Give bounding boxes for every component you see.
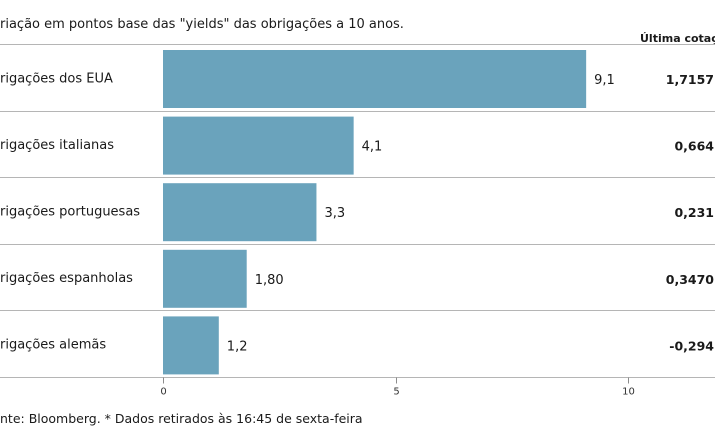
x-tick-label: 10 (622, 387, 635, 398)
last-quote-value: 1,7157 (666, 72, 714, 87)
x-tick-label: 0 (160, 387, 166, 398)
bar (163, 249, 247, 308)
last-quote-value: -0,294 (669, 338, 714, 353)
x-tick-label: 5 (393, 387, 399, 398)
last-quote-value: 0,3470 (666, 272, 715, 287)
last-quote-value: 0,231 (674, 205, 714, 220)
category-label: rigações italianas (0, 138, 114, 153)
category-label: rigações portuguesas (0, 205, 140, 220)
data-label: 1,80 (255, 273, 284, 288)
data-label: 9,1 (594, 73, 615, 88)
data-label: 4,1 (362, 140, 383, 155)
bar (163, 50, 587, 108)
bar (163, 316, 219, 375)
data-label: 3,3 (324, 206, 345, 221)
category-label: rigações alemãs (0, 338, 106, 353)
chart-subtitle: riação em pontos base das "yields" das o… (0, 17, 404, 32)
last-quote-header: Última cotaç (640, 32, 715, 45)
category-label: rigações dos EUA (0, 71, 113, 86)
bar (163, 183, 317, 242)
last-quote-value: 0,664 (674, 139, 714, 154)
source-note: nte: Bloomberg. * Dados retirados às 16:… (0, 411, 363, 426)
bar (163, 116, 354, 175)
data-label: 1,2 (227, 339, 248, 354)
category-label: rigações espanholas (0, 271, 133, 286)
